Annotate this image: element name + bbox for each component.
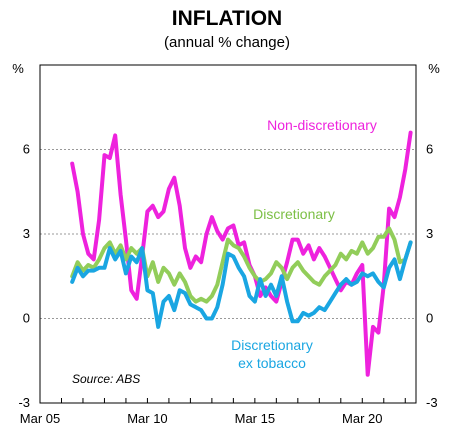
chart-subtitle: (annual % change) [164,34,290,51]
gridlines [40,149,416,319]
y-tick-label-right: 6 [426,142,433,157]
axis-ticks: -3 -3 0 0 3 3 6 6 Mar 05 Mar 10 Mar 15 Mar 20 [18,142,437,427]
x-tick-label: Mar 05 [20,411,60,426]
annotation-discretionary: Discretionary [253,206,335,222]
series-line-discretionary [70,226,413,304]
x-tick-label: Mar 20 [342,411,382,426]
y-unit-right: % [428,61,440,76]
x-tick-label: Mar 10 [127,411,167,426]
series-lines [70,130,413,377]
y-tick-label-left: -3 [18,395,30,410]
y-tick-label-right: 3 [426,226,433,241]
y-tick-label-right: 0 [426,311,433,326]
x-tick-label: Mar 15 [235,411,275,426]
series-line-discretionary-ex-tobacco [70,240,413,329]
y-tick-label-right: -3 [426,395,438,410]
y-tick-label-left: 6 [23,142,30,157]
chart-title: INFLATION [172,7,282,30]
y-tick-label-left: 3 [23,226,30,241]
plot-frame [39,64,417,404]
annotation-ex-tobacco-line2: ex tobacco [238,355,306,371]
y-tick-label-left: 0 [23,311,30,326]
y-unit-left: % [12,61,24,76]
annotation-non-discretionary: Non-discretionary [267,117,377,133]
annotation-ex-tobacco-line1: Discretionary [231,337,313,353]
source-note: Source: ABS [72,372,140,386]
